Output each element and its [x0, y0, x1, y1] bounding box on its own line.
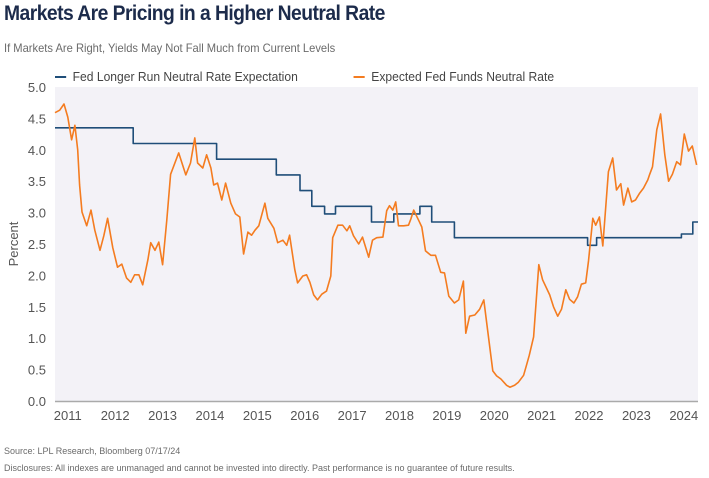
x-tick-label: 2016	[290, 408, 319, 423]
x-tick-label: 2015	[243, 408, 272, 423]
y-axis-label: Percent	[6, 221, 21, 266]
chart-title: Markets Are Pricing in a Higher Neutral …	[4, 2, 385, 25]
y-tick-label: 4.0	[28, 143, 46, 158]
x-tick-label: 2019	[432, 408, 461, 423]
legend-item-fed-longer-run: Fed Longer Run Neutral Rate Expectation	[55, 69, 298, 84]
y-tick-label: 4.5	[28, 111, 46, 126]
y-tick-label: 2.5	[28, 237, 46, 252]
x-tick-label: 2017	[338, 408, 367, 423]
x-tick-label: 2024	[669, 408, 698, 423]
x-tick-label: 2011	[54, 408, 82, 423]
x-tick-label: 2022	[575, 408, 604, 423]
source-note: Source: LPL Research, Bloomberg 07/17/24	[4, 446, 181, 456]
legend-label: Fed Longer Run Neutral Rate Expectation	[72, 69, 298, 84]
legend: Fed Longer Run Neutral Rate Expectation …	[55, 69, 554, 84]
legend-swatch-blue	[55, 75, 67, 78]
y-tick-label: 0.5	[28, 363, 46, 378]
y-tick-label: 1.0	[28, 331, 46, 346]
legend-swatch-orange	[353, 75, 365, 78]
y-tick-label: 2.0	[28, 268, 46, 283]
x-tick-label: 2014	[195, 408, 224, 423]
y-tick-label: 3.5	[28, 174, 46, 189]
legend-item-expected-fed-funds: Expected Fed Funds Neutral Rate	[353, 69, 555, 84]
chart-subtitle: If Markets Are Right, Yields May Not Fal…	[4, 41, 336, 55]
x-tick-label: 2012	[101, 408, 130, 423]
series-line-fed-longer-run	[55, 127, 698, 247]
x-tick-label: 2018	[385, 408, 414, 423]
y-tick-label: 1.5	[28, 300, 46, 315]
series-line-expected-fed-funds	[54, 103, 698, 388]
x-tick-label: 2021	[527, 408, 556, 423]
y-tick-label: 0.0	[28, 394, 46, 409]
x-tick-label: 2023	[622, 408, 651, 423]
y-tick-label: 5.0	[28, 80, 46, 95]
y-tick-label: 3.0	[28, 206, 46, 221]
x-tick-label: 2020	[480, 408, 509, 423]
x-tick-label: 2013	[148, 408, 177, 423]
disclosure-note: Disclosures: All indexes are unmanaged a…	[4, 463, 515, 473]
legend-label: Expected Fed Funds Neutral Rate	[371, 69, 555, 84]
